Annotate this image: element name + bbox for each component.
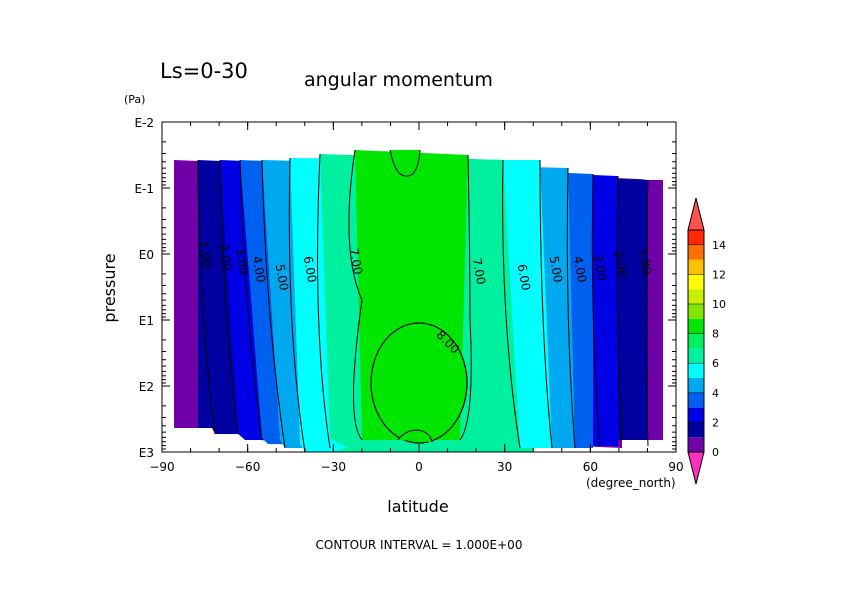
colorbar-tick-label: 2: [712, 416, 719, 429]
y-tick-label: E0: [139, 248, 154, 262]
colorbar-swatch: [688, 407, 704, 423]
contour-line-3-left: [239, 159, 263, 441]
contour-label: 1.00: [636, 247, 654, 276]
contour-label: 3.00: [233, 247, 251, 276]
colorbar-tick-label: 14: [712, 239, 726, 252]
axis-ticks: [161, 121, 677, 453]
contour-line-1-left: [197, 159, 216, 435]
x-tick-label: −90: [149, 460, 174, 474]
colorbar-swatch: [688, 304, 704, 319]
contour-label: 6.00: [515, 263, 533, 292]
colorbar-swatch: [688, 363, 704, 378]
contour-8-bottom: [397, 429, 433, 443]
x-unit-label: (degree_north): [586, 476, 676, 490]
chart-subtitle: Ls=0-30: [160, 59, 248, 83]
y-axis-label: pressure: [100, 253, 119, 322]
x-tick-label: 90: [668, 460, 683, 474]
contour-line-6-right: [502, 159, 521, 449]
contour-bands: [162, 122, 676, 452]
colorbar-under-arrow: [687, 451, 705, 485]
colorbar-swatch: [688, 244, 704, 260]
colorbar-swatch: [688, 333, 704, 349]
chart-title: angular momentum: [304, 69, 493, 91]
contour-8-top: [389, 149, 421, 177]
colorbar-swatch: [688, 392, 704, 408]
contour-line-6-left: [317, 153, 331, 449]
contour-label: 3.00: [591, 253, 609, 282]
y-unit-label: (Pa): [124, 93, 145, 106]
colorbar-over-arrow: [687, 197, 705, 231]
contour-label: 4.00: [571, 255, 589, 284]
colorbar-tick-label: 0: [712, 446, 719, 459]
contour-label: 4.00: [250, 255, 268, 284]
contour-label: 7.00: [347, 247, 365, 276]
x-tick-label: 60: [583, 460, 598, 474]
colorbar-swatch: [688, 378, 704, 393]
y-tick-label: E-2: [134, 116, 154, 130]
colorbar-swatch: [688, 259, 704, 275]
colorbar-tick-label: 8: [712, 328, 719, 341]
y-tick-label: E-1: [134, 182, 154, 196]
x-tick-labels: −90 −60 −30 0 30 60 90: [149, 460, 683, 474]
x-tick-label: 0: [415, 460, 423, 474]
contour-label: 2.00: [217, 243, 235, 272]
colorbar-swatch: [688, 318, 704, 334]
contour-line-4-right: [566, 167, 576, 449]
x-tick-label: −30: [321, 460, 346, 474]
contour-label: 7.00: [470, 257, 488, 286]
y-tick-labels: E-2 E-1 E0 E1 E2 E3: [134, 116, 154, 460]
colorbar-tick-label: 12: [712, 268, 726, 281]
contour-label: 5.00: [547, 255, 565, 284]
contour-labels: 1.00 2.003.004.00 5.00 6.00 7.00 7.00 6.00 5.00…: [196, 240, 654, 357]
contour-line-1-right: [645, 179, 649, 447]
contour-label: 1.00: [196, 240, 214, 269]
contour-line-5-right: [539, 159, 553, 449]
y-tick-label: E2: [139, 380, 154, 394]
colorbar-tick-label: 6: [712, 357, 719, 370]
colorbar-tick-label: 4: [712, 387, 719, 400]
y-tick-label: E1: [139, 314, 154, 328]
contour-label: 2.00: [611, 250, 629, 279]
contour-lines: [197, 149, 649, 452]
contour-line-7-right: [459, 154, 472, 441]
colorbar-swatch: [688, 437, 704, 452]
contour-line-3-right: [591, 173, 601, 447]
contour-line-2-right: [616, 175, 623, 441]
contour-label: 5.00: [273, 263, 291, 292]
contour-line-4-left: [261, 159, 286, 449]
colorbar-swatch: [688, 348, 704, 364]
colorbar-swatch: [688, 422, 704, 438]
colorbar-swatch: [688, 230, 704, 245]
contour-label: 6.00: [301, 255, 319, 284]
contour-line-2-left: [219, 159, 239, 435]
colorbar-swatch: [688, 274, 704, 290]
colorbar-tick-label: 10: [712, 298, 726, 311]
contour-line-7-left: [348, 149, 363, 441]
contour-interval-note: CONTOUR INTERVAL = 1.000E+00: [316, 538, 523, 552]
x-tick-label: 30: [497, 460, 512, 474]
colorbar-swatch: [688, 289, 704, 304]
x-axis-label: latitude: [387, 497, 448, 516]
x-tick-label: −60: [235, 460, 260, 474]
y-tick-label: E3: [139, 446, 154, 460]
colorbar: 0 2 4 6 8 10 12 14: [687, 197, 726, 485]
contour-line-5-left: [288, 157, 306, 452]
